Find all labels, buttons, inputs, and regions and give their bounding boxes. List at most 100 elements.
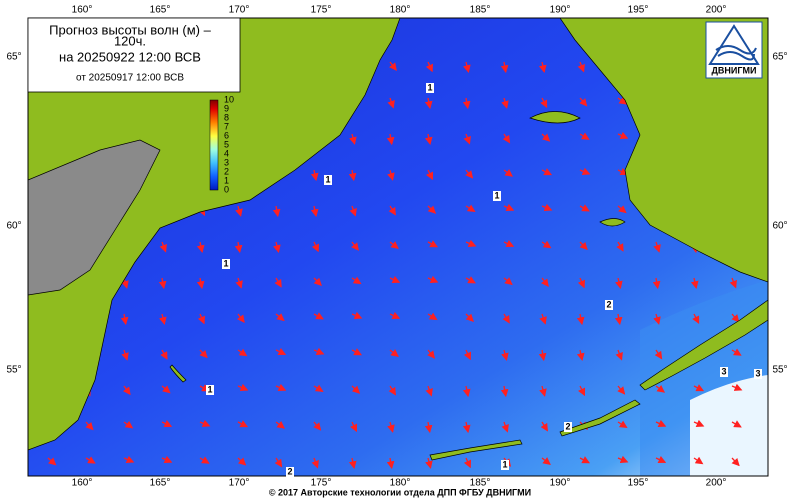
wind-arrow — [538, 349, 547, 362]
wind-arrow — [578, 385, 586, 397]
wind-arrow — [389, 61, 397, 71]
longitude-label-top: 170° — [229, 5, 250, 16]
footer: © 2017 Авторские технологии отдела ДПП Ф… — [269, 487, 531, 497]
wind-arrow — [500, 61, 509, 74]
wind-arrow — [199, 456, 210, 464]
wind-arrow — [274, 457, 283, 468]
island-st-lawrence — [529, 111, 581, 124]
wind-arrow — [463, 61, 471, 73]
title-box — [27, 17, 241, 93]
wind-arrow — [693, 456, 704, 465]
contour-label-bg — [286, 467, 294, 477]
title-line-1: Прогноз высоты волн (м) – — [49, 22, 211, 37]
colorbar-label: 7 — [224, 121, 229, 131]
wind-arrow — [349, 133, 357, 145]
colorbar-label: 2 — [224, 166, 229, 176]
wind-arrow — [693, 419, 705, 427]
contour-label: 1 — [207, 384, 212, 394]
wind-arrow — [389, 311, 401, 320]
wind-arrow — [462, 385, 471, 398]
wind-arrow — [313, 384, 324, 392]
wind-arrow — [196, 277, 205, 290]
wind-arrow — [500, 385, 509, 398]
wind-arrow — [275, 383, 287, 391]
wind-arrow — [351, 276, 362, 285]
wind-arrow — [351, 311, 363, 319]
logo-box — [705, 21, 763, 79]
wind-arrow — [199, 419, 211, 427]
contour-label: 2 — [287, 466, 292, 476]
wind-arrow — [159, 313, 167, 325]
wind-arrow — [693, 384, 705, 392]
wind-arrow — [158, 277, 167, 290]
contour-label: 3 — [755, 368, 760, 378]
wind-arrow — [427, 275, 439, 283]
longitude-label-top: 200° — [706, 5, 727, 16]
longitude-label-bottom: 175° — [311, 478, 332, 489]
wind-arrow — [272, 205, 281, 218]
wind-arrow — [503, 169, 514, 177]
longitude-label-top: 160° — [72, 5, 93, 16]
calm-zone — [690, 375, 768, 476]
contour-label: 2 — [606, 299, 611, 309]
colorbar-label: 4 — [224, 148, 229, 158]
latitude-label-right: 60° — [772, 221, 787, 232]
contour-label-bg — [222, 259, 230, 269]
wind-arrow — [275, 420, 286, 429]
wind-arrow — [313, 277, 322, 287]
wind-arrow — [617, 131, 629, 139]
wind-arrow — [463, 457, 472, 469]
wind-arrow — [310, 169, 319, 182]
wind-arrow — [577, 277, 585, 289]
wind-arrow — [387, 97, 395, 109]
longitude-label-bottom: 190° — [550, 478, 571, 489]
wind-arrow — [427, 312, 438, 321]
wind-arrow — [731, 420, 742, 428]
longitude-label-bottom: 185° — [470, 478, 491, 489]
wind-arrow — [196, 241, 205, 254]
wind-arrow — [541, 277, 549, 287]
wind-arrow — [235, 277, 243, 289]
wind-arrow — [541, 203, 553, 211]
colorbar-label: 6 — [224, 130, 229, 140]
contour-label-bg — [754, 369, 762, 379]
contour-label-bg — [720, 367, 728, 377]
wind-arrow — [120, 313, 129, 326]
colorbar — [209, 99, 219, 191]
contour-label: 1 — [427, 82, 432, 92]
wind-arrow — [235, 205, 243, 217]
latitude-label-right: 55° — [772, 365, 787, 376]
wind-arrow — [655, 455, 667, 464]
wind-arrow — [425, 385, 433, 397]
wind-arrow — [541, 168, 553, 176]
contour-label: 3 — [721, 366, 726, 376]
wind-arrow — [123, 455, 135, 463]
latitude-label-right: 65° — [772, 52, 787, 63]
wind-arrow — [465, 239, 477, 247]
wind-arrow — [503, 203, 515, 211]
forecast-date: на 20250922 12:00 ВСВ — [59, 49, 201, 64]
wind-arrow — [617, 385, 626, 395]
latitude-label-left: 60° — [6, 221, 21, 232]
colorbar-label: 0 — [224, 184, 229, 194]
wind-arrow — [387, 169, 395, 181]
wind-arrow — [616, 241, 624, 252]
longitude-label-bottom: 195° — [628, 478, 649, 489]
wind-arrow — [427, 349, 436, 359]
contour-label-bg — [501, 460, 509, 470]
wind-arrow — [465, 169, 474, 179]
wind-arrow — [579, 167, 591, 175]
axis-labels: 160°160°165°165°170°170°175°175°180°180°… — [6, 5, 787, 489]
longitude-label-top: 195° — [628, 5, 649, 16]
wind-arrow — [731, 383, 743, 391]
wind-arrow — [617, 96, 628, 105]
wind-arrow — [462, 97, 471, 110]
longitude-label-bottom: 165° — [150, 478, 171, 489]
wind-arrow — [161, 455, 173, 463]
longitude-label-top: 175° — [311, 5, 332, 16]
wind-arrow — [161, 385, 171, 394]
wind-arrow — [501, 421, 509, 433]
wind-arrow — [388, 385, 397, 396]
land-alaska-peninsula — [639, 299, 768, 391]
